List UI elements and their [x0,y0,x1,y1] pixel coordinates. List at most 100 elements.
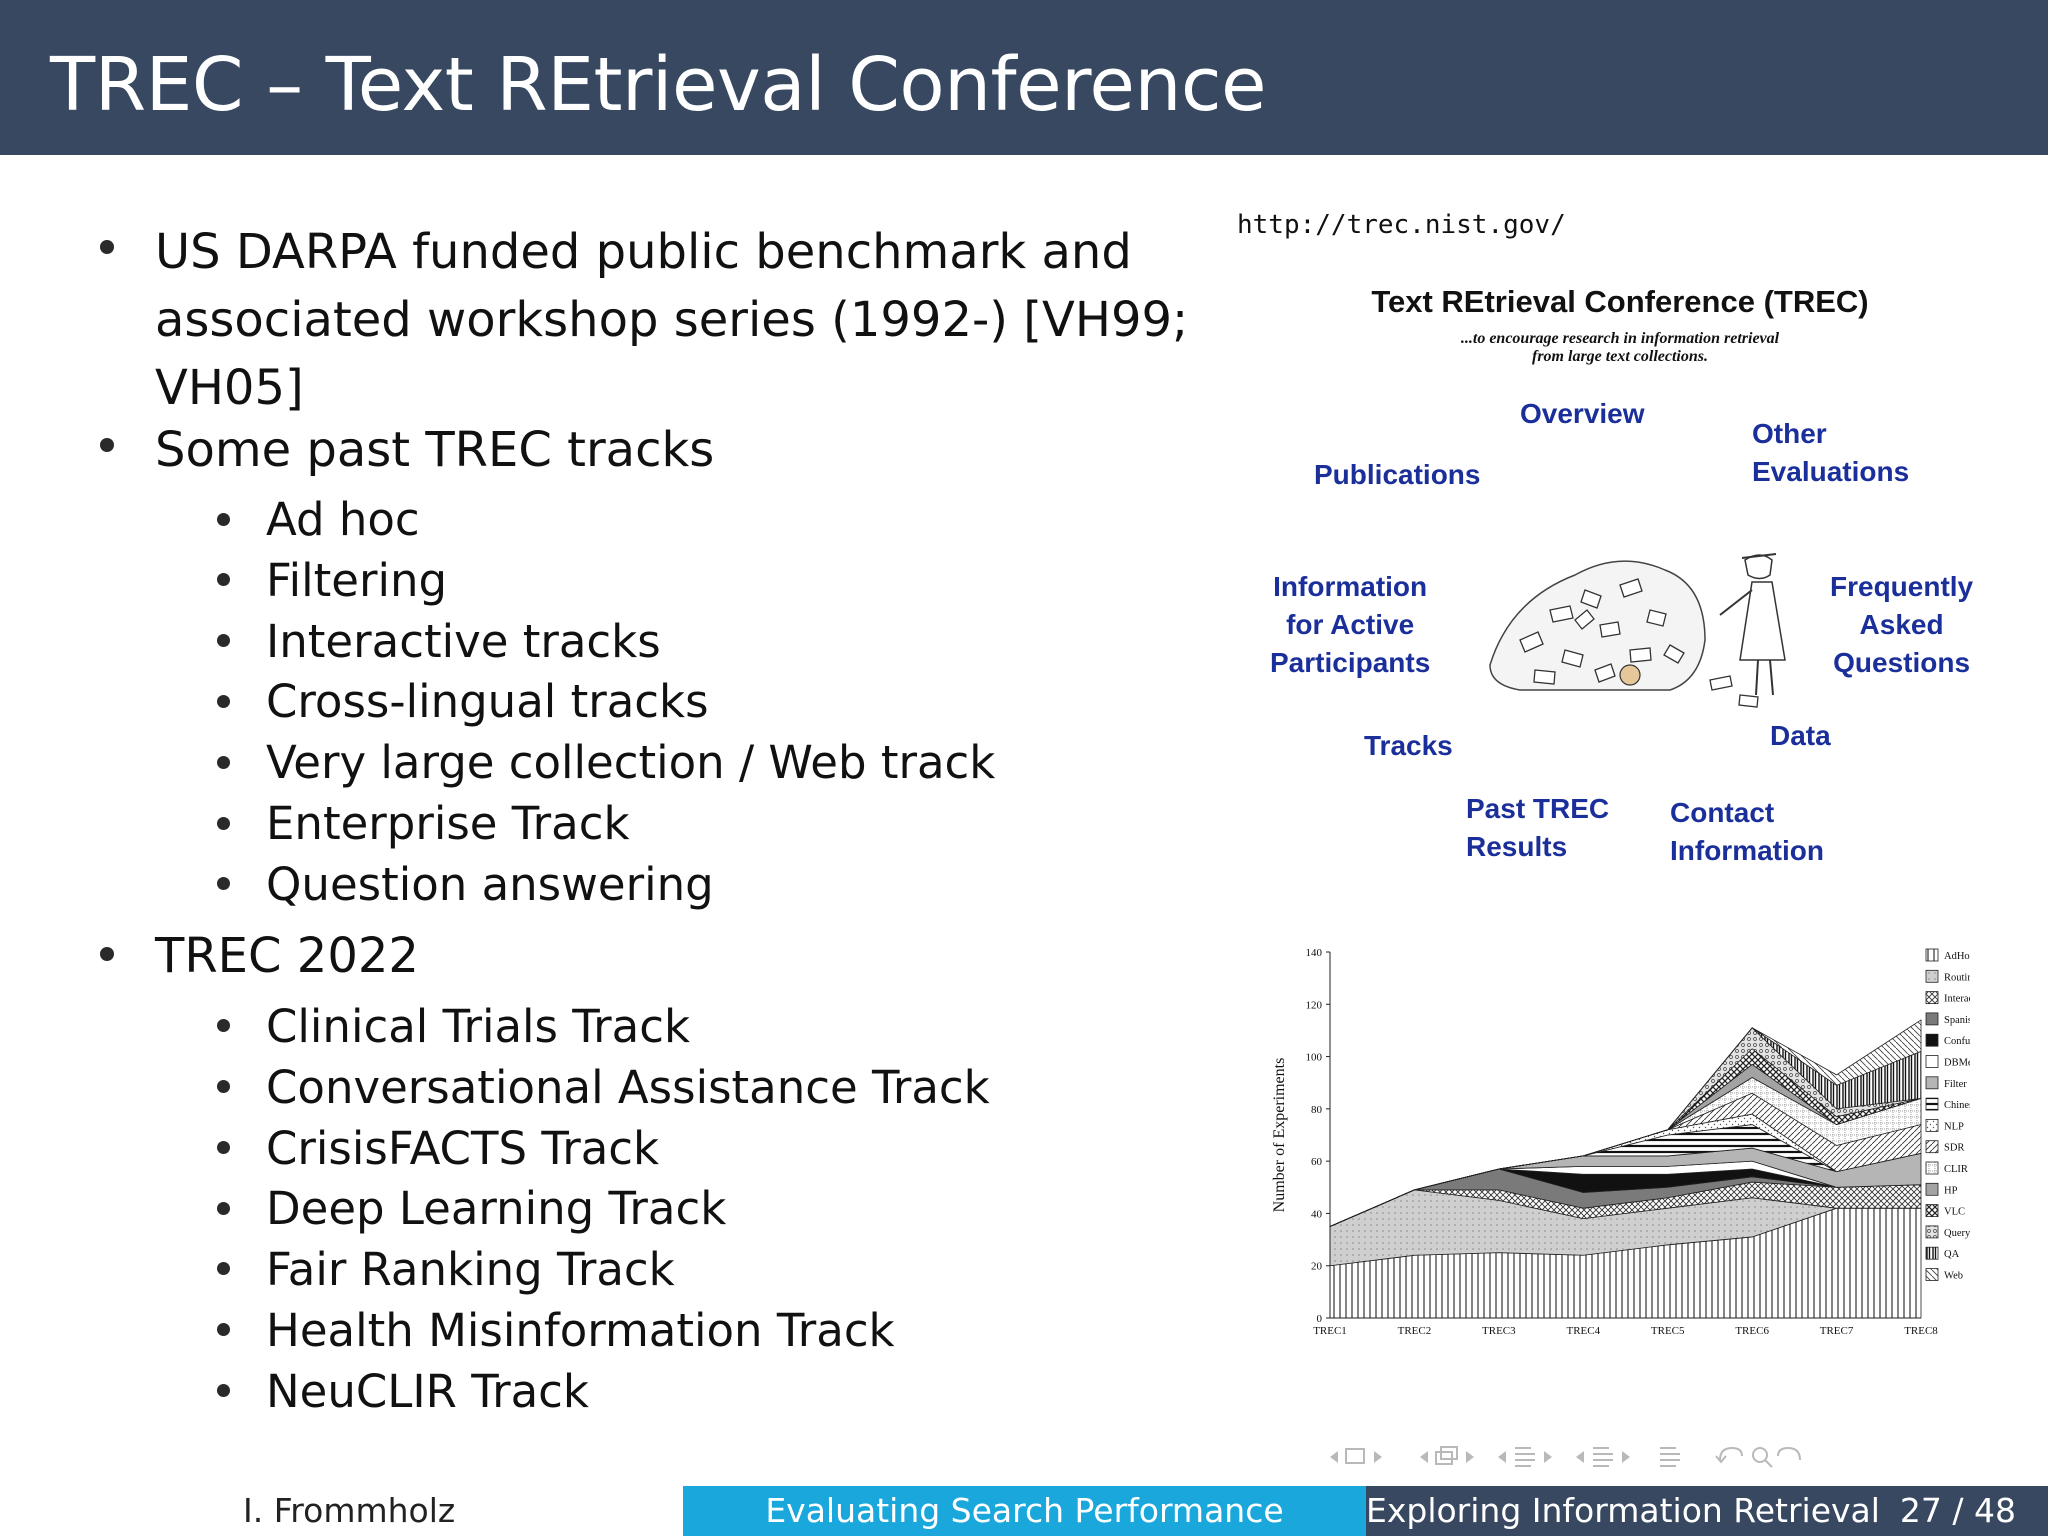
bullet-text: associated workshop series (1992-) [VH99… [155,292,1189,348]
area-series-web [1329,1019,1922,1227]
bullet-dot [100,438,114,452]
sub-bullet-dot [217,1141,230,1154]
y-tick-label: 60 [1311,1156,1323,1168]
sub-bullet-text: Deep Learning Track [266,1182,727,1235]
link-past-trec-results[interactable]: Past TREC Results [1466,790,1609,866]
link-info-active-participants[interactable]: Information for Active Participants [1270,568,1430,682]
link-label: Information [1670,835,1824,866]
legend-label: AdHoc [1944,951,1970,962]
sub-bullet-text: Fair Ranking Track [266,1243,675,1296]
x-tick-label: TREC7 [1820,1325,1854,1337]
legend-swatch [1925,1268,1939,1281]
legend-swatch [1925,1055,1939,1068]
x-tick-label: TREC4 [1566,1325,1600,1337]
link-label: Frequently [1830,571,1974,602]
legend-swatch [1925,1118,1939,1132]
footer-course: Exploring Information Retrieval [1366,1491,1880,1530]
legend-swatch [1925,1182,1939,1196]
subtitle-line: from large text collections. [1532,348,1708,365]
sub-bullet-dot [217,695,230,708]
legend-label: Interactive [1944,994,1970,1005]
legend-label: Confusion [1944,1036,1970,1047]
bullet-text: US DARPA funded public benchmark and [155,224,1132,280]
link-contact-information[interactable]: Contact Information [1670,794,1824,870]
link-label: Information [1273,571,1428,602]
footer-author: I. Frommholz [243,1491,456,1530]
experiments-area-chart: 0 20 40 60 80 100 120 140 TREC1 TREC2 TREC3 TREC4 TR… [1271,947,1970,1337]
link-label: Other [1752,418,1827,449]
bullet-text: VH05] [155,360,304,416]
sub-bullet-dot [217,1202,230,1215]
link-label: Tracks [1364,730,1453,761]
section-nav-icon[interactable] [1498,1447,1552,1467]
y-tick-label: 20 [1311,1261,1323,1273]
x-tick-label: TREC1 [1313,1325,1347,1337]
link-tracks[interactable]: Tracks [1364,727,1453,765]
link-label: Participants [1270,647,1431,678]
y-tick-label: 140 [1306,947,1323,959]
legend-label: Chinese [1944,1100,1970,1111]
link-other-evaluations[interactable]: Other Evaluations [1752,415,1909,491]
sub-bullet-text: Cross-lingual tracks [266,675,709,728]
legend-swatch [1925,1076,1939,1090]
sub-bullet-text: Very large collection / Web track [266,736,996,789]
link-label: Questions [1833,647,1971,678]
link-publications[interactable]: Publications [1314,456,1480,494]
link-data[interactable]: Data [1770,717,1831,755]
bullet-text: Some past TREC tracks [155,422,715,478]
frame-nav-icon[interactable] [1330,1448,1382,1464]
back-forward-icon[interactable] [1715,1446,1743,1464]
legend-swatch [1925,1204,1939,1218]
link-label: Evaluations [1752,456,1910,487]
link-label: Publications [1314,459,1481,490]
paper-pile-illustration [1489,553,1786,708]
trec-site-heading: Text REtrieval Conference (TREC) [1371,284,1869,319]
sub-bullet-dot [217,573,230,586]
y-tick-label: 120 [1306,999,1323,1011]
legend-label: NLP [1944,1121,1964,1132]
legend-swatch [1925,1225,1939,1239]
sub-bullet-dot [217,1323,230,1336]
legend-label: Web [1944,1271,1963,1282]
sub-bullet-text: Ad hoc [266,493,420,546]
trec-url[interactable]: http://trec.nist.gov/ [1237,210,1566,240]
sub-bullet-dot [217,1080,230,1093]
legend-swatch [1925,969,1939,983]
sub-bullet-dot [217,877,230,890]
link-label: Asked [1859,609,1944,640]
footer-author-cell: I. Frommholz [0,1486,683,1536]
appendix-nav-icon[interactable] [1660,1447,1680,1467]
sub-bullet-dot [217,1384,230,1397]
legend-swatch [1925,1161,1939,1175]
subsection-nav-icon[interactable] [1420,1446,1474,1465]
link-faq[interactable]: Frequently Asked Questions [1830,568,1973,682]
legend-label: QA [1944,1249,1960,1260]
link-label: Data [1770,720,1831,751]
forward-icon[interactable] [1777,1446,1801,1461]
legend-label: DBMerge [1944,1058,1970,1069]
legend-label: Routing [1944,972,1970,983]
bullet-dot [100,947,114,961]
sub-bullet-dot [217,1019,230,1032]
legend-label: HP [1944,1185,1958,1196]
sub-bullet-dot [217,513,230,526]
chart-legend: AdHoc Routing Interactive Spanish Confusion D… [1925,948,1970,1282]
legend-swatch [1925,1097,1939,1111]
search-icon[interactable] [1752,1447,1773,1468]
chart-areas [1329,1019,1922,1319]
document-nav-icon[interactable] [1576,1447,1630,1467]
legend-swatch [1925,948,1939,962]
sub-bullet-text: NeuCLIR Track [266,1365,589,1418]
legend-label: CLIR [1944,1164,1968,1175]
link-label: Results [1466,831,1568,862]
subtitle-line: ...to encourage research in information … [1460,330,1780,347]
legend-swatch [1925,1033,1939,1047]
y-tick-label: 100 [1306,1052,1323,1064]
link-overview[interactable]: Overview [1520,395,1645,433]
sub-bullet-text: Question answering [266,858,714,911]
chart-axes: 0 20 40 60 80 100 120 140 TREC1 TREC2 TREC3 TREC4 TR… [1306,947,1939,1337]
footer-section-cell: Evaluating Search Performance [683,1486,1366,1536]
sub-bullet-text: Enterprise Track [266,797,630,850]
beamer-navigation-symbols[interactable] [1320,1438,2030,1476]
legend-swatch [1925,1140,1939,1154]
